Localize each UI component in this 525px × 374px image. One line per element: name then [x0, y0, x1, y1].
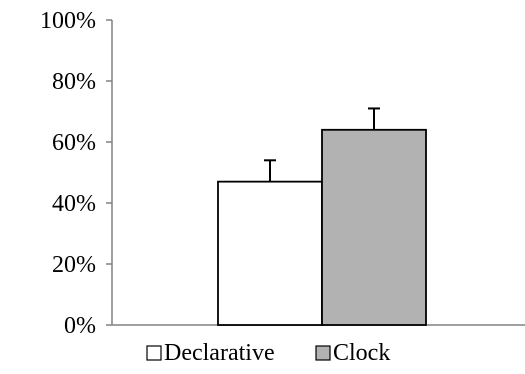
legend-swatch-declarative: [146, 345, 162, 361]
bar-declarative: [217, 180, 323, 326]
y-axis-ticks: 0% 20% 40% 60% 80% 100%: [40, 8, 112, 339]
y-tick-label: 0%: [64, 313, 96, 339]
bar-clock: [321, 128, 427, 326]
legend-swatch-clock: [315, 345, 331, 361]
y-tick-label: 80%: [52, 69, 96, 95]
y-tick-label: 100%: [40, 8, 96, 34]
y-tick-label: 40%: [52, 191, 96, 217]
legend: Declarative Clock: [146, 340, 390, 366]
bars: [217, 107, 427, 326]
legend-label-declarative: Declarative: [164, 340, 275, 366]
legend-label-clock: Clock: [333, 340, 390, 366]
y-tick-label: 60%: [52, 130, 96, 156]
y-tick-label: 20%: [52, 252, 96, 278]
